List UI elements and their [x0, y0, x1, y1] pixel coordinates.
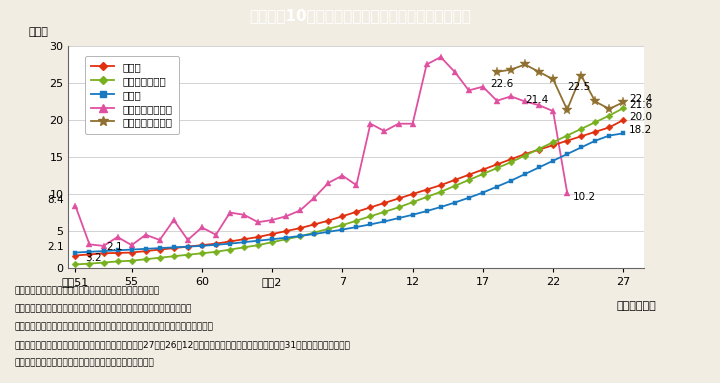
Text: 21.4: 21.4 — [526, 95, 549, 105]
Text: 18.2: 18.2 — [629, 125, 652, 135]
Text: 22.5: 22.5 — [567, 82, 590, 92]
Text: 8.4: 8.4 — [48, 195, 64, 205]
Text: Ｉ－１－10図　司法分野における女性の割合の推移: Ｉ－１－10図 司法分野における女性の割合の推移 — [249, 8, 471, 23]
Text: 3.2: 3.2 — [85, 253, 102, 263]
Text: ３．検察官（検事），司法試験合格者については法務省資料より作成。: ３．検察官（検事），司法試験合格者については法務省資料より作成。 — [14, 322, 213, 331]
Text: ２．弁護士については日本弁護士連合会事務局資料より作成。: ２．弁護士については日本弁護士連合会事務局資料より作成。 — [14, 304, 192, 313]
Text: 2.1: 2.1 — [48, 242, 64, 252]
Text: （％）: （％） — [28, 27, 48, 37]
Text: 2.1: 2.1 — [107, 242, 123, 252]
Text: 22.6: 22.6 — [490, 79, 513, 89]
Text: （備考）　１．裁判官については最高裁判所資料より作成。: （備考） １．裁判官については最高裁判所資料より作成。 — [14, 286, 159, 295]
Text: 10.2: 10.2 — [572, 192, 596, 201]
Text: 20.0: 20.0 — [629, 112, 652, 122]
Text: （年／年度）: （年／年度） — [616, 301, 656, 311]
Text: 22.4: 22.4 — [629, 94, 652, 104]
Legend: 裁判官, 検察官（検事）, 弁護士, 旧司法試験合格者, 新司法試験合格者: 裁判官, 検察官（検事）, 弁護士, 旧司法試験合格者, 新司法試験合格者 — [85, 56, 179, 134]
Text: ４．裁判官は各年４月現在（ただし，平成27年は26年12月現在），検察官（検事）は各年３月31日現在。弁護士は年に: ４．裁判官は各年４月現在（ただし，平成27年は26年12月現在），検察官（検事）… — [14, 340, 350, 349]
Text: 21.6: 21.6 — [629, 100, 652, 110]
Text: より異なる。司法試験合格者は各年の値。: より異なる。司法試験合格者は各年の値。 — [14, 358, 154, 367]
